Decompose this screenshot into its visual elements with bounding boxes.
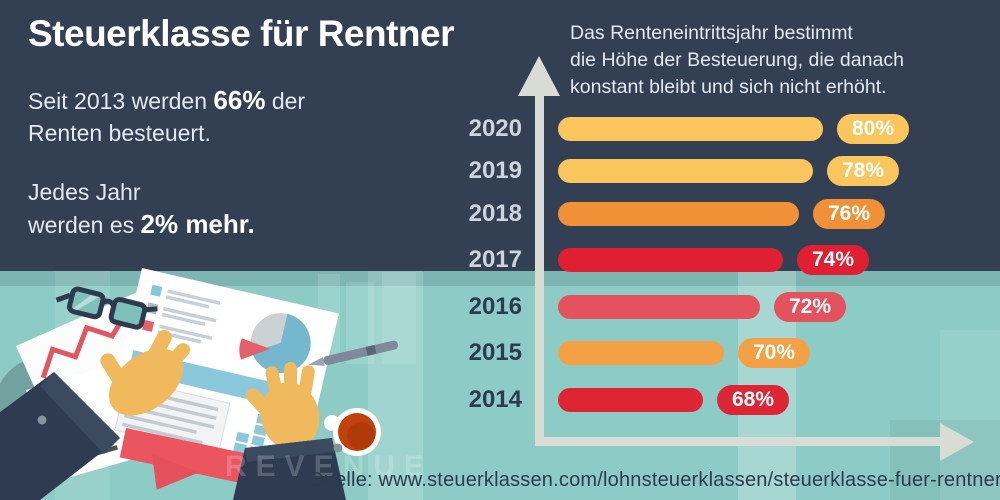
year-label-2016: 2016 bbox=[468, 293, 522, 320]
source-credit: Quelle: www.steuerklassen.com/lohnsteuer… bbox=[308, 469, 1000, 491]
annotation-line-3: konstant bleibt und sich nicht erhöht. bbox=[570, 76, 887, 98]
x-axis-arrowhead-icon bbox=[940, 423, 974, 461]
bar-2016 bbox=[558, 295, 760, 319]
value-badge-2018: 76% bbox=[813, 199, 885, 229]
desk-illustration bbox=[0, 268, 399, 500]
glasses-icon bbox=[55, 286, 158, 330]
intro1-line2: Renten besteuert. bbox=[28, 120, 211, 146]
right-hand bbox=[233, 362, 346, 500]
intro2-bold: 2% mehr. bbox=[140, 209, 255, 239]
bar-2015 bbox=[558, 341, 724, 365]
intro1-post: der bbox=[265, 88, 306, 114]
value-badge-2017: 74% bbox=[797, 245, 869, 275]
intro-paragraph-1: Seit 2013 werden 66% der Renten besteuer… bbox=[28, 84, 305, 149]
bar-2019 bbox=[558, 159, 813, 183]
watermark-text: REVENUE bbox=[225, 450, 434, 483]
pie-chart-icon bbox=[239, 313, 311, 374]
page-title: Steuerklasse für Rentner bbox=[28, 13, 455, 54]
year-label-2015: 2015 bbox=[468, 339, 522, 366]
pen-icon bbox=[308, 340, 399, 366]
value-badge-2016: 72% bbox=[774, 292, 846, 322]
intro1-pre: Seit 2013 werden bbox=[28, 88, 214, 114]
year-label-2014: 2014 bbox=[468, 386, 522, 413]
background-tile bbox=[940, 330, 1000, 500]
intro1-bold: 66% bbox=[213, 85, 266, 115]
year-label-2017: 2017 bbox=[468, 246, 522, 273]
bar-2017 bbox=[558, 248, 783, 272]
bar-2018 bbox=[558, 202, 799, 226]
value-badge-2019: 78% bbox=[827, 156, 899, 186]
chart-annotation: Das Renteneintrittsjahr bestimmt die Höh… bbox=[570, 20, 904, 101]
year-label-2018: 2018 bbox=[468, 200, 522, 227]
y-axis-line bbox=[535, 92, 544, 446]
left-hand bbox=[0, 329, 191, 500]
bar-2014 bbox=[558, 388, 703, 412]
year-label-2020: 2020 bbox=[468, 115, 522, 142]
value-badge-2014: 68% bbox=[717, 385, 789, 415]
value-badge-2020: 80% bbox=[837, 114, 909, 144]
year-label-2019: 2019 bbox=[468, 157, 522, 184]
bar-2020 bbox=[558, 117, 823, 141]
annotation-line-2: die Höhe der Besteuerung, die danach bbox=[570, 49, 904, 71]
panel-shadow bbox=[0, 271, 1000, 286]
y-axis-arrowhead-icon bbox=[518, 56, 560, 96]
intro2-pre: werden es bbox=[28, 212, 141, 238]
red-triangle bbox=[152, 454, 200, 490]
value-badge-2015: 70% bbox=[738, 338, 810, 368]
background-stripe bbox=[368, 271, 423, 500]
intro2-line1: Jedes Jahr bbox=[28, 179, 141, 205]
x-axis-line bbox=[535, 437, 940, 446]
intro-paragraph-2: Jedes Jahr werden es 2% mehr. bbox=[28, 176, 255, 241]
annotation-line-1: Das Renteneintrittsjahr bestimmt bbox=[570, 22, 853, 44]
coffee-cup-icon bbox=[324, 408, 381, 456]
red-banner bbox=[119, 428, 275, 489]
